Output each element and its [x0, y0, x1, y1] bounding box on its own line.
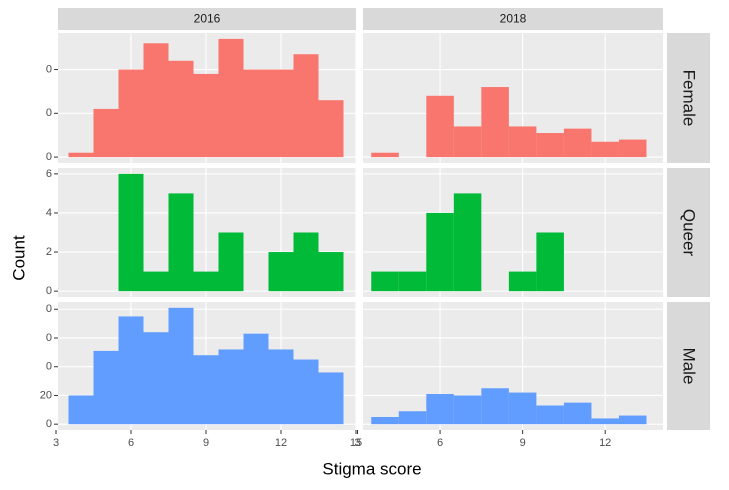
- y-tick-label: 0: [46, 151, 52, 163]
- bar: [243, 333, 269, 425]
- y-tick-label: 2: [46, 246, 52, 258]
- y-tick-label: 20: [40, 389, 52, 401]
- bar: [268, 349, 294, 425]
- bar: [453, 126, 482, 158]
- bar: [193, 271, 219, 292]
- bar: [118, 69, 144, 158]
- y-tick-label: 0: [46, 303, 52, 315]
- bar: [453, 193, 482, 292]
- bar: [143, 332, 169, 425]
- bar: [168, 193, 194, 292]
- bar: [508, 392, 537, 425]
- bar: [398, 271, 427, 292]
- x-axis-label: Stigma score: [322, 459, 421, 478]
- bar: [118, 316, 144, 425]
- bar: [536, 232, 564, 292]
- bar: [68, 152, 94, 158]
- bar: [243, 69, 269, 158]
- strip: [667, 302, 710, 430]
- x-tick-label: 9: [203, 437, 209, 449]
- strip: [58, 8, 356, 30]
- bar: [318, 252, 344, 292]
- x-tick-label: 9: [520, 437, 526, 449]
- strip: [667, 33, 710, 163]
- bar: [426, 394, 454, 425]
- bar: [481, 87, 509, 158]
- bar: [453, 395, 482, 425]
- bar: [143, 271, 169, 292]
- y-axis-label: Count: [9, 235, 28, 281]
- bar: [371, 271, 399, 292]
- strip-label: Female: [680, 70, 699, 127]
- bar: [143, 43, 169, 158]
- bar: [168, 60, 194, 158]
- y-tick-label: 0: [46, 418, 52, 430]
- bar: [536, 405, 564, 425]
- bar: [293, 54, 319, 158]
- strip-label: 2016: [194, 12, 221, 26]
- bar: [193, 355, 219, 425]
- bar: [536, 133, 564, 158]
- bar: [218, 38, 244, 158]
- bar: [591, 141, 619, 158]
- y-tick-label: 4: [46, 207, 52, 219]
- x-tick-label: 15: [350, 437, 362, 449]
- strip-label: Queer: [680, 209, 699, 257]
- y-tick-label: 0: [46, 332, 52, 344]
- bar: [268, 69, 294, 158]
- bar: [293, 232, 319, 292]
- y-tick-label: 0: [46, 107, 52, 119]
- y-tick-label: 6: [46, 168, 52, 180]
- bar: [371, 152, 399, 158]
- bar: [563, 402, 592, 425]
- bar: [426, 95, 454, 158]
- bar: [508, 271, 537, 292]
- bar: [168, 307, 194, 425]
- bar: [426, 212, 454, 292]
- bar: [218, 232, 244, 292]
- strip: [667, 168, 710, 297]
- bar: [93, 350, 119, 425]
- bar: [591, 418, 619, 425]
- bar: [93, 108, 119, 158]
- y-tick-label: 0: [46, 285, 52, 297]
- x-tick-label: 3: [354, 437, 360, 449]
- bar: [618, 139, 647, 158]
- bar: [193, 73, 219, 158]
- bar: [508, 126, 537, 158]
- bar: [618, 415, 647, 425]
- bar: [398, 411, 427, 425]
- bar: [371, 416, 399, 425]
- bar: [318, 372, 344, 425]
- y-tick-label: 0: [46, 361, 52, 373]
- bar: [318, 100, 344, 158]
- x-tick-label: 12: [599, 437, 611, 449]
- bar: [218, 349, 244, 425]
- bar: [481, 388, 509, 425]
- bar: [293, 359, 319, 425]
- strip-label: 2018: [500, 12, 527, 26]
- strip-label: Male: [680, 348, 699, 385]
- bar: [268, 252, 294, 292]
- x-tick-label: 3: [53, 437, 59, 449]
- bar: [563, 128, 592, 158]
- x-tick-label: 6: [128, 437, 134, 449]
- strip: [363, 8, 663, 30]
- x-tick-label: 12: [275, 437, 287, 449]
- y-tick-label: 0: [46, 63, 52, 75]
- bar: [118, 173, 144, 292]
- bar: [68, 395, 94, 425]
- x-tick-label: 6: [437, 437, 443, 449]
